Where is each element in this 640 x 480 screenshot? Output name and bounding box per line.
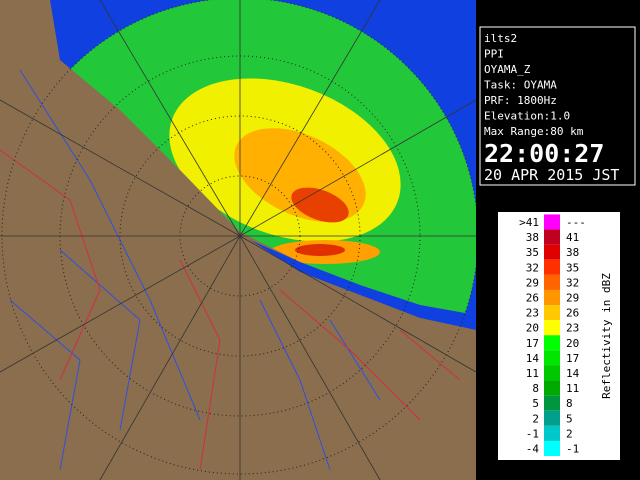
info-line: Max Range:80 km <box>484 125 584 138</box>
legend-swatch <box>544 425 560 441</box>
land-south <box>250 240 476 355</box>
boundaries <box>0 149 461 471</box>
legend-title: Reflectivity in dBZ <box>600 273 613 399</box>
echo-band-core <box>295 244 345 256</box>
legend-high: 32 <box>566 276 579 289</box>
legend-low: 38 <box>526 231 539 244</box>
legend-high: 5 <box>566 412 573 425</box>
legend-high: 29 <box>566 292 579 305</box>
info-line: Elevation:1.0 <box>484 110 570 123</box>
legend-high: 14 <box>566 367 580 380</box>
info-line: Task: OYAMA <box>484 79 557 92</box>
info-lines: ilts2 PPI OYAMA_Z Task: OYAMA PRF: 1800Hz Ele… <box>484 32 584 138</box>
legend-low: 32 <box>526 261 539 274</box>
legend-swatch <box>544 440 560 457</box>
azimuth-lines <box>0 0 476 480</box>
legend-high: --- <box>566 216 586 229</box>
legend-high: 11 <box>566 382 579 395</box>
legend-high: 38 <box>566 246 579 259</box>
legend-swatch <box>544 229 560 245</box>
legend-low: 5 <box>532 397 539 410</box>
legend-low: 17 <box>526 337 539 350</box>
legend-high: 17 <box>566 352 579 365</box>
legend-swatch <box>544 274 560 290</box>
legend-swatch <box>544 320 560 336</box>
legend-high: 41 <box>566 231 579 244</box>
legend-low: >41 <box>519 216 539 229</box>
legend-swatch <box>544 395 560 411</box>
info-line: PRF: 1800Hz <box>484 94 557 107</box>
legend-swatch <box>544 335 560 351</box>
radar-map <box>0 0 476 480</box>
legend-high: -1 <box>566 443 579 456</box>
legend: >41 --- 38 41 35 38 32 35 29 32 26 29 23 26 20 23 17 20 14… <box>519 214 586 457</box>
legend-swatch <box>544 259 560 275</box>
legend-low: 23 <box>526 307 539 320</box>
legend-low: 29 <box>526 276 539 289</box>
info-line: ilts2 <box>484 32 517 45</box>
legend-swatch <box>544 365 560 381</box>
info-line: PPI <box>484 48 504 61</box>
legend-high: 26 <box>566 307 579 320</box>
legend-high: 20 <box>566 337 579 350</box>
legend-swatch <box>544 305 560 321</box>
legend-low: 14 <box>526 352 540 365</box>
legend-high: 35 <box>566 261 579 274</box>
legend-low: 11 <box>526 367 539 380</box>
legend-low: 35 <box>526 246 539 259</box>
legend-swatch <box>544 380 560 396</box>
legend-low: 2 <box>532 412 539 425</box>
legend-low: 8 <box>532 382 539 395</box>
legend-swatch <box>544 214 560 230</box>
legend-swatch <box>544 289 560 306</box>
legend-low: 20 <box>526 322 539 335</box>
info-line: OYAMA_Z <box>484 63 531 76</box>
legend-swatch <box>544 244 560 260</box>
info-panel <box>479 26 636 186</box>
legend-low: 26 <box>526 292 539 305</box>
coast-sea <box>250 240 476 330</box>
legend-high: 8 <box>566 397 573 410</box>
legend-low: -4 <box>526 443 540 456</box>
time: 22:00:27 <box>484 139 604 168</box>
legend-high: 2 <box>566 427 573 440</box>
echo-red <box>291 187 349 223</box>
legend-high: 23 <box>566 322 579 335</box>
legend-swatch <box>544 350 560 366</box>
legend-swatch <box>544 410 560 426</box>
legend-low: -1 <box>526 427 539 440</box>
date: 20 APR 2015 JST <box>484 166 619 184</box>
